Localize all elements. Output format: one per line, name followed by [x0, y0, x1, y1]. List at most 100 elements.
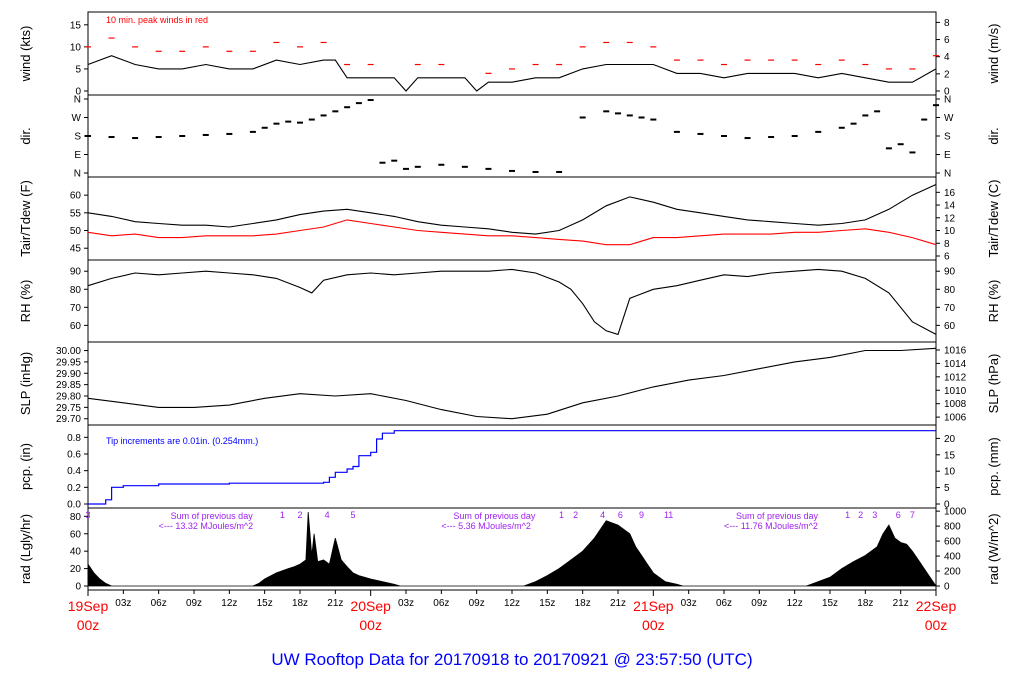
dir-point	[650, 118, 657, 121]
x-tick-label: 21z	[327, 598, 343, 609]
dir-point	[791, 135, 798, 137]
rh-series-line-0	[87, 268, 937, 336]
rad-left-tick-label: 60	[70, 529, 82, 540]
slp-ylabel-right: SLP (hPa)	[986, 354, 1001, 414]
dir-point	[615, 112, 621, 115]
dir-point	[261, 126, 268, 129]
dir-point	[108, 136, 115, 139]
date-label: 20Sep	[350, 598, 391, 614]
pcp-right-tick-label: 15	[944, 450, 956, 461]
x-tick-label: 09z	[186, 598, 202, 609]
rad-tip-number: 2	[858, 510, 863, 520]
pcp-ylabel-right: pcp. (mm)	[986, 437, 1001, 496]
temp-series-line-0	[87, 183, 937, 235]
temp-right-tick-label: 14	[944, 201, 956, 212]
dir-panel-frame	[87, 94, 937, 178]
rh-right-tick-label: 70	[944, 303, 956, 314]
dir-point	[308, 118, 315, 121]
dir-point	[485, 167, 492, 170]
rad-annotation: Sum of previous day	[453, 511, 536, 521]
rad-right-tick-label: 800	[944, 522, 961, 533]
slp-left-tick-label: 29.90	[56, 369, 81, 380]
dir-point	[285, 120, 292, 123]
chart-title: UW Rooftop Data for 20170918 to 20170921…	[271, 650, 752, 669]
slp-right-tick-label: 1010	[944, 386, 967, 397]
x-tick-label: 15z	[539, 598, 555, 609]
temp-right-tick-label: 6	[944, 252, 950, 263]
rad-annotation: <--- 5.36 MJoules/m^2	[441, 521, 531, 531]
pcp-right-tick-label: 10	[944, 467, 956, 478]
dir-ylabel-right: dir.	[986, 127, 1001, 144]
dir-point	[379, 161, 386, 164]
rad-tip-number: 4	[600, 510, 605, 520]
dir-right-tick-label: N	[944, 95, 951, 106]
x-tick-label: 03z	[115, 598, 131, 609]
dir-right-tick-label: S	[944, 132, 951, 143]
rad-right-tick-label: 400	[944, 552, 961, 563]
rh-left-tick-label: 80	[70, 285, 82, 296]
slp-left-tick-label: 29.70	[56, 414, 81, 425]
rad-right-tick-label: 0	[944, 582, 950, 593]
pcp-right-tick-label: 20	[944, 434, 956, 445]
temp-ylabel-left: Tair/Tdew (F)	[18, 180, 33, 257]
rad-tip-number: 1	[280, 510, 285, 520]
dir-point	[815, 130, 822, 133]
x-tick-label: 03z	[398, 598, 414, 609]
x-tick-label: 15z	[257, 598, 273, 609]
rad-tip-number: 3	[872, 510, 877, 520]
rh-right-tick-label: 90	[944, 267, 956, 278]
dir-point	[273, 122, 280, 125]
dir-point	[202, 133, 209, 136]
dir-left-tick-label: E	[74, 150, 81, 161]
slp-right-tick-label: 1014	[944, 359, 967, 370]
x-tick-label: 18z	[857, 598, 873, 609]
pcp-left-tick-label: 0.6	[67, 450, 81, 461]
dir-point	[249, 130, 256, 133]
rad-right-tick-label: 600	[944, 537, 961, 548]
x-tick-label: 06z	[151, 598, 167, 609]
dir-point	[509, 169, 515, 172]
rad-left-tick-label: 40	[70, 547, 82, 558]
dir-point	[885, 147, 892, 150]
pcp-left-tick-label: 0.4	[67, 466, 81, 477]
temp-series-line-1	[87, 219, 937, 246]
slp-left-tick-label: 29.80	[56, 392, 81, 403]
dir-point	[874, 110, 881, 113]
dir-point	[921, 118, 928, 121]
x-tick-label: 03z	[681, 598, 697, 609]
slp-right-tick-label: 1016	[944, 345, 967, 356]
dir-point	[897, 143, 904, 146]
x-tick-label: 21z	[893, 598, 909, 609]
x-tick-label: 18z	[575, 598, 591, 609]
slp-right-tick-label: 1008	[944, 399, 967, 410]
rad-tip-number: 2	[573, 510, 578, 520]
temp-right-tick-label: 10	[944, 226, 956, 237]
dir-point	[391, 159, 398, 162]
x-tick-label: 12z	[221, 598, 237, 609]
pcp-ylabel-left: pcp. (in)	[18, 443, 33, 490]
rad-left-tick-label: 80	[70, 512, 82, 523]
dir-point	[579, 116, 586, 119]
temp-left-tick-label: 45	[70, 244, 82, 255]
dir-point	[320, 114, 327, 117]
slp-left-tick-label: 29.85	[56, 380, 81, 391]
rad-right-tick-label: 1000	[944, 507, 967, 518]
pcp-annotation: Tip increments are 0.01in. (0.254mm.)	[106, 436, 258, 446]
dir-point	[768, 136, 775, 139]
rad-tip-number: 3	[85, 510, 90, 520]
temp-panel-frame	[87, 176, 937, 261]
wind-left-tick-label: 10	[70, 42, 82, 53]
wind-right-tick-label: 6	[944, 35, 950, 46]
dir-left-tick-label: S	[74, 132, 81, 143]
date-hour-label: 00z	[77, 617, 100, 633]
temp-right-tick-label: 16	[944, 188, 956, 199]
rad-left-tick-label: 20	[70, 564, 82, 575]
wind-series-line-0	[87, 55, 937, 92]
rh-ylabel-right: RH (%)	[986, 280, 1001, 323]
pcp-left-tick-label: 0.2	[67, 483, 81, 494]
dir-point	[603, 110, 610, 113]
dir-point	[226, 132, 233, 135]
rad-ylabel-left: rad (Lgly/hr)	[18, 514, 33, 584]
rh-ylabel-left: RH (%)	[18, 280, 33, 323]
